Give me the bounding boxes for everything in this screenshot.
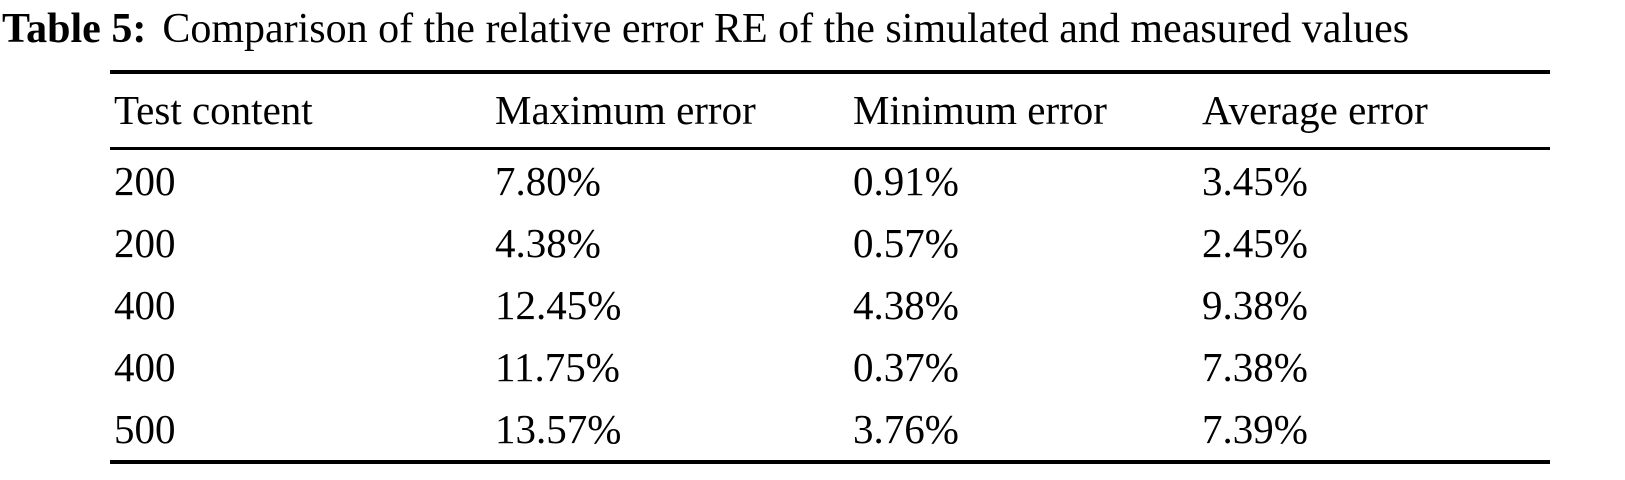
cell-test-content: 200 [114, 157, 176, 204]
error-comparison-table: Test content Maximum error Minimum error… [110, 69, 1550, 464]
table-caption: Table 5: Comparison of the relative error… [2, 5, 1625, 55]
cell-average-error: 7.38% [1202, 343, 1308, 390]
cell-test-content: 400 [114, 281, 176, 328]
cell-maximum-error: 11.75% [495, 343, 620, 390]
table-row: 500 13.57% 3.76% 7.39% [110, 398, 1550, 462]
cell-minimum-error: 0.57% [853, 219, 959, 266]
cell-maximum-error: 7.80% [495, 157, 601, 204]
cell-test-content: 500 [114, 405, 176, 452]
column-header-maximum-error: Maximum error [495, 71, 853, 150]
cell-maximum-error: 13.57% [495, 405, 622, 452]
cell-minimum-error: 0.37% [853, 343, 959, 390]
table-row: 200 7.80% 0.91% 3.45% [110, 148, 1550, 212]
cell-average-error: 7.39% [1202, 405, 1308, 452]
cell-maximum-error: 12.45% [495, 281, 622, 328]
cell-minimum-error: 4.38% [853, 281, 959, 328]
cell-minimum-error: 3.76% [853, 405, 959, 452]
header-row: Test content Maximum error Minimum error… [110, 71, 1550, 150]
cell-average-error: 9.38% [1202, 281, 1308, 328]
table-caption-label: Table 5: [2, 6, 147, 52]
cell-test-content: 400 [114, 343, 176, 390]
table-row: 400 12.45% 4.38% 9.38% [110, 274, 1550, 336]
column-header-minimum-error: Minimum error [853, 71, 1202, 150]
column-header-average-error: Average error [1202, 71, 1550, 150]
cell-average-error: 2.45% [1202, 219, 1308, 266]
table-caption-text: Comparison of the relative error RE of t… [162, 6, 1410, 52]
cell-minimum-error: 0.91% [853, 157, 959, 204]
cell-test-content: 200 [114, 219, 176, 266]
table-row: 200 4.38% 0.57% 2.45% [110, 212, 1550, 274]
table-row: 400 11.75% 0.37% 7.38% [110, 336, 1550, 398]
cell-average-error: 3.45% [1202, 157, 1308, 204]
cell-maximum-error: 4.38% [495, 219, 601, 266]
column-header-test-content: Test content [110, 71, 495, 150]
